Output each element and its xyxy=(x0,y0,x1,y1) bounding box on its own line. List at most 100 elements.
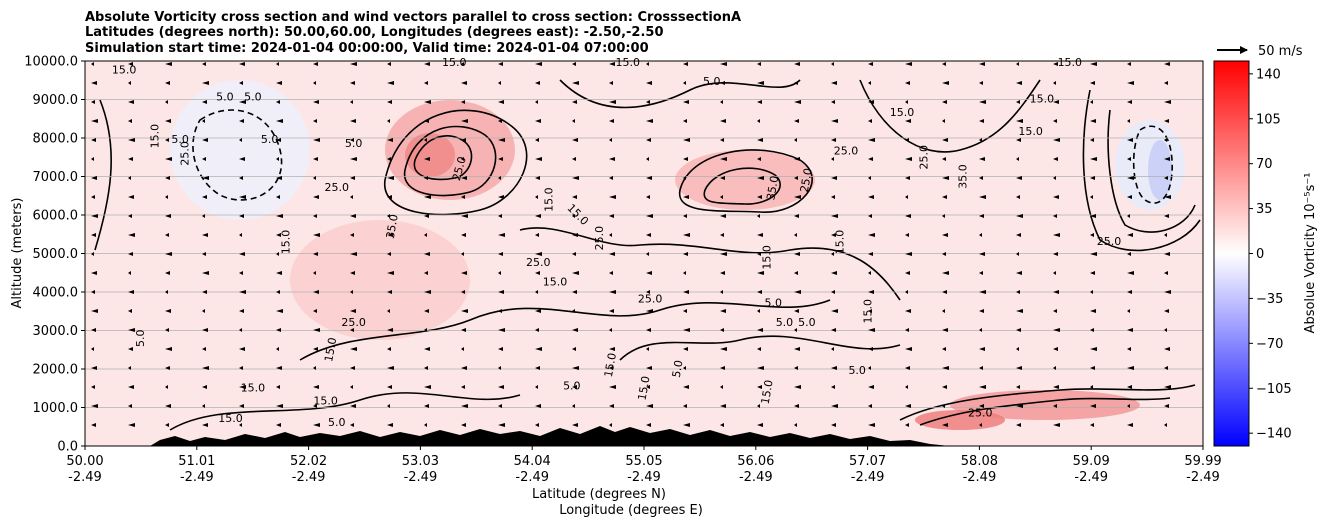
wind-vector xyxy=(942,328,948,332)
wind-vector xyxy=(387,157,391,161)
wind-vector xyxy=(905,347,912,351)
wind-vector xyxy=(720,328,724,332)
wind-vector xyxy=(1164,157,1170,161)
wind-vector xyxy=(165,233,169,237)
wind-vector xyxy=(1164,62,1170,66)
wind-vector xyxy=(350,423,354,427)
wind-vector xyxy=(1090,176,1095,180)
wind-vector xyxy=(535,100,538,104)
wind-vector xyxy=(387,423,393,427)
wind-vector xyxy=(1164,252,1170,256)
wind-vector xyxy=(424,385,431,389)
wind-vector xyxy=(498,100,504,104)
wind-vector xyxy=(609,290,616,294)
wind-vector xyxy=(942,385,947,389)
wind-vector xyxy=(1016,81,1022,85)
wind-vector xyxy=(276,271,282,275)
wind-vector xyxy=(720,233,724,237)
wind-vector xyxy=(128,423,135,427)
wind-vector xyxy=(91,328,96,332)
wind-vector xyxy=(424,100,431,104)
contour-label: 5.0 xyxy=(776,316,794,329)
contour-label: 25.0 xyxy=(834,144,859,157)
colorbar-tick-label: −140 xyxy=(1256,427,1292,442)
wind-vector xyxy=(1016,271,1022,275)
wind-vector xyxy=(535,347,542,351)
wind-vector xyxy=(424,271,428,275)
wind-vector xyxy=(868,176,871,180)
wind-vector xyxy=(905,309,911,313)
wind-vector xyxy=(979,309,984,313)
wind-vector xyxy=(979,252,985,256)
wind-vector xyxy=(350,366,355,370)
wind-vector xyxy=(498,366,501,370)
wind-vector xyxy=(202,62,206,66)
wind-vector xyxy=(609,385,616,389)
wind-vector xyxy=(239,271,243,275)
x-tick-label-lon: -2.49 xyxy=(739,470,773,485)
wind-vector xyxy=(1090,328,1094,332)
wind-vector xyxy=(868,138,875,142)
wind-vector xyxy=(1127,214,1130,218)
wind-vector xyxy=(831,309,838,313)
wind-vector xyxy=(313,309,317,313)
wind-vector xyxy=(1053,81,1056,85)
wind-vector xyxy=(165,423,169,427)
wind-vector xyxy=(646,309,653,313)
wind-vector xyxy=(868,214,872,218)
wind-vector xyxy=(1127,157,1131,161)
wind-vector xyxy=(905,423,909,427)
wind-vector xyxy=(831,195,835,199)
wind-vector xyxy=(868,271,871,275)
wind-vector xyxy=(313,62,318,66)
wind-vector xyxy=(424,195,431,199)
wind-vector xyxy=(609,62,615,66)
wind-vector xyxy=(424,81,428,85)
wind-vector xyxy=(239,157,245,161)
wind-vector xyxy=(794,100,801,104)
wind-vector xyxy=(646,195,650,199)
wind-vector xyxy=(572,100,577,104)
wind-vector xyxy=(91,81,97,85)
y-tick-label: 0.0 xyxy=(57,440,78,455)
wind-vector xyxy=(1127,404,1130,408)
wind-vector xyxy=(609,81,613,85)
wind-vector xyxy=(1090,138,1094,142)
wind-vector xyxy=(942,195,947,199)
wind-vector xyxy=(165,214,171,218)
wind-vector xyxy=(831,366,837,370)
contour-label: 5.0 xyxy=(563,379,581,392)
wind-vector xyxy=(239,423,242,427)
wind-vector xyxy=(905,138,909,142)
wind-vector xyxy=(424,62,430,66)
wind-vector xyxy=(424,119,429,123)
wind-vector xyxy=(868,119,872,123)
wind-vector xyxy=(165,404,171,408)
wind-vector xyxy=(794,62,800,66)
wind-vector xyxy=(942,404,945,408)
wind-vector xyxy=(572,366,579,370)
wind-vector xyxy=(683,252,688,256)
wind-vector xyxy=(313,214,317,218)
wind-vector xyxy=(202,252,206,256)
wind-vector xyxy=(683,366,686,370)
wind-vector xyxy=(572,252,576,256)
wind-vector xyxy=(1127,309,1130,313)
wind-vector xyxy=(350,138,354,142)
wind-vector xyxy=(128,404,132,408)
contour-label: 25.0 xyxy=(325,181,350,194)
wind-vector xyxy=(1164,423,1167,427)
wind-vector xyxy=(1053,404,1057,408)
wind-vector xyxy=(905,176,910,180)
wind-vector xyxy=(646,119,653,123)
wind-vector xyxy=(1090,366,1095,370)
wind-vector xyxy=(979,157,985,161)
wind-vector xyxy=(868,347,873,351)
wind-vector xyxy=(535,271,540,275)
wind-vector xyxy=(831,176,837,180)
wind-vector xyxy=(313,271,316,275)
contour-label: 15.0 xyxy=(759,379,776,405)
wind-vector xyxy=(905,252,912,256)
wind-vector xyxy=(128,100,134,104)
